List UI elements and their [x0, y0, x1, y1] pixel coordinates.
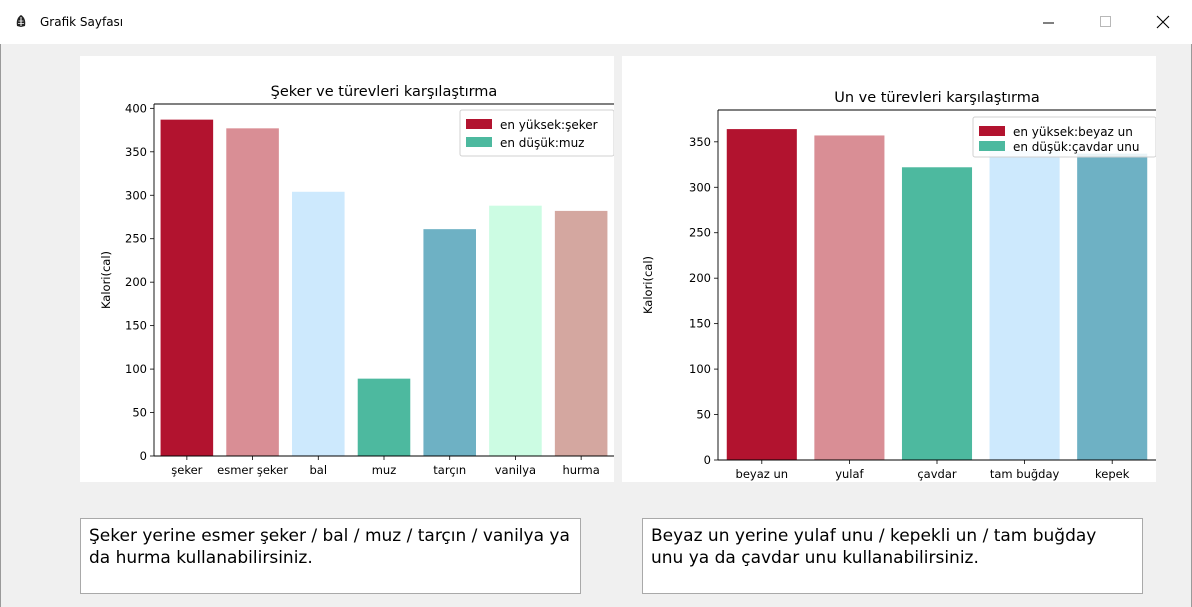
legend-swatch	[466, 119, 492, 129]
y-tick-label: 400	[125, 101, 147, 115]
y-tick-label: 0	[704, 453, 711, 467]
x-tick-label: tarçın	[433, 463, 466, 477]
x-tick-label: esmer şeker	[217, 463, 288, 477]
bar-5	[489, 205, 542, 456]
y-tick-label: 100	[689, 362, 711, 376]
legend-swatch	[466, 137, 492, 147]
sugar-bar-chart: Şeker ve türevleri karşılaştırma Kalori(c…	[99, 84, 615, 477]
y-tick-label: 350	[689, 135, 711, 149]
x-tick-label: şeker	[171, 463, 202, 477]
y-tick-label: 150	[125, 319, 147, 333]
sugar-note-box: Şeker yerine esmer şeker / bal / muz / t…	[80, 518, 581, 594]
chart-panel-flour: Un ve türevleri karşılaştırma Kalori(cal)…	[622, 56, 1157, 482]
x-tick-label: beyaz un	[736, 467, 789, 481]
y-axis-label: Kalori(cal)	[99, 251, 113, 309]
y-tick-label: 250	[125, 232, 147, 246]
chart-title: Şeker ve türevleri karşılaştırma	[271, 84, 498, 100]
x-tick-label: yulaf	[835, 467, 864, 481]
x-tick-label: muz	[372, 463, 397, 477]
legend-label: en yüksek:şeker	[500, 118, 598, 132]
y-tick-label: 200	[689, 271, 711, 285]
bar-6	[554, 210, 608, 456]
legend-swatch	[979, 141, 1005, 151]
minimize-icon	[1043, 22, 1054, 24]
bar-0	[160, 119, 214, 456]
legend-label: en düşük:çavdar unu	[1013, 140, 1139, 154]
y-tick-label: 100	[125, 362, 147, 376]
bar-1	[814, 135, 885, 461]
chart-legend: en yüksek:şeker en düşük:muz	[459, 109, 615, 157]
y-tick-label: 50	[696, 408, 711, 422]
bar-4	[423, 229, 476, 456]
close-icon	[1156, 15, 1170, 29]
legend-label: en düşük:muz	[500, 136, 584, 150]
legend-swatch	[979, 126, 1005, 136]
window-title: Grafik Sayfası	[40, 15, 124, 29]
chart-title: Un ve türevleri karşılaştırma	[834, 90, 1040, 106]
bar-1	[226, 128, 279, 456]
x-tick-label: kepek	[1095, 467, 1130, 481]
x-tick-label: çavdar	[917, 467, 957, 481]
x-tick-label: tam buğday	[990, 467, 1060, 481]
y-tick-label: 0	[140, 449, 147, 463]
feather-icon	[16, 15, 26, 27]
bar-0	[726, 129, 797, 460]
y-tick-label: 350	[125, 145, 147, 159]
bar-3	[357, 378, 411, 456]
x-tick-label: bal	[310, 463, 328, 477]
y-tick-label: 300	[125, 188, 147, 202]
bar-4	[1077, 153, 1148, 460]
y-tick-label: 50	[132, 406, 147, 420]
x-tick-label: vanilya	[495, 463, 536, 477]
bar-3	[989, 150, 1060, 460]
y-tick-label: 250	[689, 226, 711, 240]
close-button[interactable]	[1134, 0, 1192, 44]
legend-label: en yüksek:beyaz un	[1013, 125, 1133, 139]
y-tick-label: 300	[689, 180, 711, 194]
bar-2	[292, 191, 345, 456]
chart-panel-sugar: Şeker ve türevleri karşılaştırma Kalori(c…	[80, 56, 615, 482]
y-axis-label: Kalori(cal)	[641, 256, 655, 314]
x-tick-label: hurma	[562, 463, 599, 477]
window-border-left	[0, 44, 1, 607]
title-bar[interactable]: Grafik Sayfası	[0, 0, 1192, 44]
y-tick-label: 150	[689, 317, 711, 331]
minimize-button[interactable]	[1019, 0, 1077, 44]
maximize-icon	[1100, 16, 1111, 27]
flour-bar-chart: Un ve türevleri karşılaştırma Kalori(cal)…	[641, 90, 1157, 481]
bar-2	[901, 167, 973, 460]
maximize-button[interactable]	[1077, 0, 1135, 44]
y-tick-label: 200	[125, 275, 147, 289]
flour-note-box: Beyaz un yerine yulaf unu / kepekli un /…	[642, 518, 1143, 594]
